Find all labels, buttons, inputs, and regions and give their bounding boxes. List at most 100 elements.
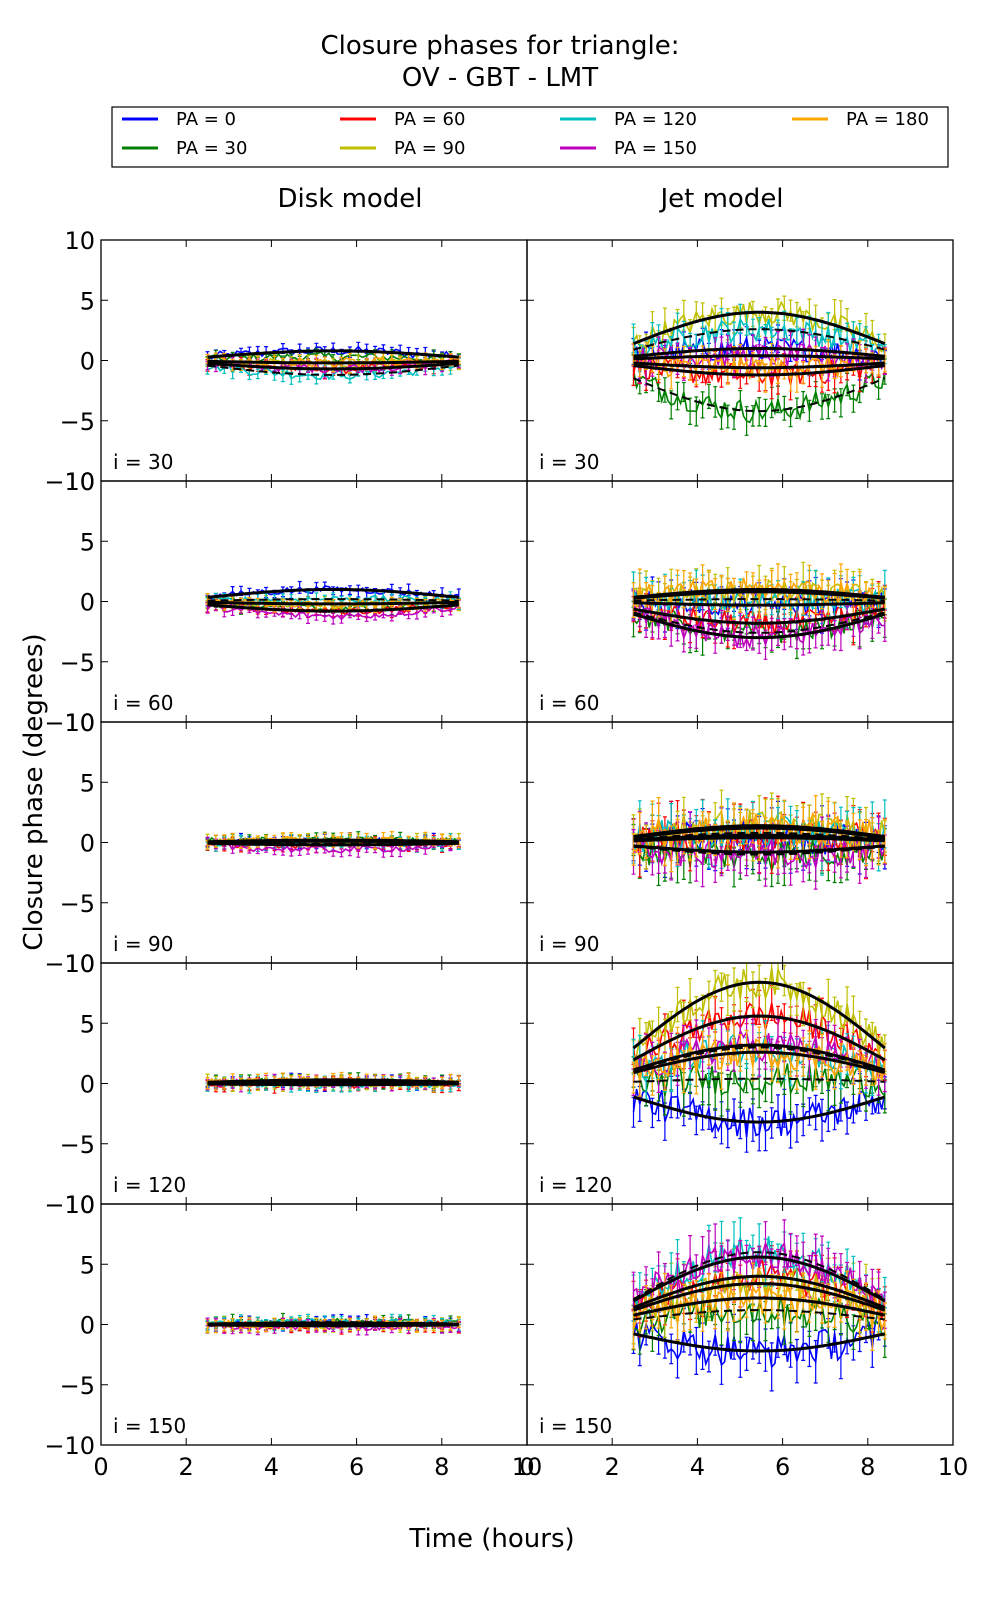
y-tick-label: 10 <box>64 1191 95 1219</box>
y-tick-label: 10 <box>64 227 95 255</box>
y-tick-label: −5 <box>60 890 95 918</box>
inclination-label: i = 120 <box>113 1173 186 1197</box>
inclination-label: i = 150 <box>113 1414 186 1438</box>
y-tick-label: 10 <box>64 468 95 496</box>
model-curve <box>633 1050 886 1074</box>
y-tick-label: 5 <box>80 1251 95 1279</box>
legend: PA = 0 PA = 30 PA = 60 PA = 90 PA = 120 PA = … <box>111 106 949 168</box>
model-curve <box>207 1080 459 1085</box>
y-tick-label: 5 <box>80 287 95 315</box>
model-curve <box>633 328 886 351</box>
y-tick-label: 5 <box>80 769 95 797</box>
model-curve <box>207 1323 459 1328</box>
figure-title-line2: OV - GBT - LMT <box>402 63 598 93</box>
model-curve <box>207 598 459 602</box>
legend-box <box>111 106 949 168</box>
model-curve <box>633 831 885 841</box>
model-curve <box>207 841 459 845</box>
x-tick-label: 4 <box>264 1453 279 1481</box>
model-curve <box>207 588 459 599</box>
model-curve <box>633 588 885 599</box>
legend-entry: PA = 90 <box>340 138 465 159</box>
legend-entry: PA = 30 <box>122 138 247 159</box>
model-curve <box>633 1046 886 1072</box>
model-curve <box>207 838 459 844</box>
y-tick-label: 0 <box>80 348 95 376</box>
model-curve <box>633 1077 885 1083</box>
panel-0-0: i = 30 <box>100 239 528 482</box>
legend-entry: PA = 150 <box>560 138 697 159</box>
model-curve <box>207 364 459 377</box>
y-tick-label: 0 <box>80 1312 95 1340</box>
model-curve <box>207 349 459 359</box>
panels-grid: i = 30 i = 30 i = 60 i = 60 i = 90 i = 90 i = … <box>100 239 954 1446</box>
model-curve <box>633 824 886 839</box>
legend-label: PA = 0 <box>176 109 236 130</box>
x-tick-label: 2 <box>179 1453 194 1481</box>
panel-frame <box>100 480 528 723</box>
model-curve <box>633 607 886 625</box>
panel-4-0: i = 150 <box>100 1203 528 1446</box>
model-curve <box>633 354 885 361</box>
model-curve <box>633 346 885 358</box>
x-tick-label: 0 <box>519 1453 534 1481</box>
model-curve <box>633 844 885 854</box>
y-tick-label: 0 <box>80 1071 95 1099</box>
y-tick-label: −5 <box>60 1131 95 1159</box>
model-curve <box>633 845 885 856</box>
model-curve <box>633 364 885 377</box>
legend-entry: PA = 120 <box>560 109 697 130</box>
y-tick-label: −10 <box>44 1432 95 1460</box>
model-curve <box>633 826 885 839</box>
y-tick-label: −10 <box>44 709 95 737</box>
y-tick-label: −10 <box>44 950 95 978</box>
y-axis-label: Closure phase (degrees) <box>19 633 49 950</box>
panel-0-1: i = 30 <box>526 239 954 482</box>
model-curve <box>207 1321 459 1326</box>
inclination-label: i = 60 <box>539 691 599 715</box>
legend-entry: PA = 60 <box>340 109 465 130</box>
inclination-label: i = 90 <box>539 932 599 956</box>
y-tick-label: −10 <box>44 468 95 496</box>
legend-label: PA = 150 <box>614 138 697 159</box>
legend-label: PA = 180 <box>846 109 929 130</box>
x-tick-label: 10 <box>512 1453 543 1481</box>
legend-entry: PA = 0 <box>122 109 236 130</box>
y-tick-label: −5 <box>60 649 95 677</box>
panel-2-0: i = 90 <box>100 721 528 964</box>
model-curve <box>207 600 459 606</box>
model-curve <box>633 601 885 607</box>
legend-label: PA = 30 <box>176 138 247 159</box>
panel-1-1: i = 60 <box>526 480 954 723</box>
model-curve <box>633 590 885 600</box>
model-curve <box>632 980 886 1050</box>
model-curve <box>633 1095 886 1124</box>
x-tick-label: 4 <box>690 1453 705 1481</box>
y-tick-label: −5 <box>60 408 95 436</box>
figure-title-line1: Closure phases for triangle: <box>321 31 680 61</box>
model-curve <box>632 1255 886 1303</box>
model-curve <box>633 611 886 634</box>
model-curve <box>633 361 885 370</box>
y-tick-label: 0 <box>80 589 95 617</box>
panel-3-0: i = 120 <box>100 962 528 1205</box>
x-axis-label: Time (hours) <box>408 1524 574 1554</box>
column-title-disk: Disk model <box>277 184 422 214</box>
panel-frame <box>100 239 528 482</box>
model-curve <box>632 1014 886 1062</box>
panel-4-1: i = 150 <box>526 1203 954 1446</box>
column-title-jet: Jet model <box>658 184 783 214</box>
model-curve <box>207 1078 459 1084</box>
x-tick-label: 8 <box>434 1453 449 1481</box>
inclination-label: i = 150 <box>539 1414 612 1438</box>
y-tick-label: 0 <box>80 830 95 858</box>
model-curve <box>633 612 886 640</box>
model-curve <box>633 1281 886 1312</box>
inclination-label: i = 60 <box>113 691 173 715</box>
model-curve <box>632 310 886 346</box>
y-tick-label: −5 <box>60 1372 95 1400</box>
x-tick-label: 0 <box>93 1453 108 1481</box>
panel-2-1: i = 90 <box>526 721 954 964</box>
model-curve <box>207 1082 459 1086</box>
